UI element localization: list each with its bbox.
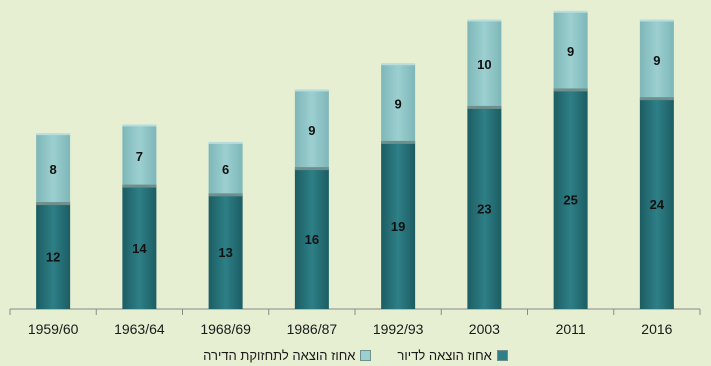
bar-maintenance	[36, 134, 71, 205]
data-label-housing: 12	[46, 250, 60, 265]
data-label-housing: 25	[563, 193, 577, 208]
legend-item-maintenance: אחוז הוצאה לתחזוקת הדירה	[203, 347, 372, 363]
legend-swatch-maintenance	[360, 349, 372, 361]
x-tick-label: 1968/69	[200, 321, 251, 337]
bar-maintenance	[208, 142, 243, 196]
x-tick-label: 1959/60	[28, 321, 79, 337]
bar-top-cap	[122, 124, 157, 127]
bar-housing	[36, 204, 71, 309]
data-label-maintenance: 9	[308, 123, 315, 138]
bar-segment-separator	[467, 105, 502, 109]
bar-housing	[208, 195, 243, 309]
data-label-housing: 13	[218, 245, 232, 260]
bar-top-cap	[381, 63, 416, 66]
bar-segment-separator	[208, 193, 243, 197]
x-tick-label: 2011	[556, 321, 586, 337]
bar-segment-separator	[294, 167, 329, 171]
data-label-housing: 16	[305, 232, 319, 247]
bar-housing	[122, 186, 157, 309]
data-label-maintenance: 9	[653, 53, 660, 68]
data-label-maintenance: 7	[136, 149, 143, 164]
x-tick-label: 2016	[641, 321, 672, 337]
bar-top-cap	[36, 133, 71, 136]
legend-label-housing: אחוז הוצאה לדיור	[397, 347, 492, 363]
bar-top-cap	[467, 19, 502, 22]
data-label-maintenance: 8	[50, 162, 57, 177]
bar-segment-separator	[122, 184, 157, 188]
bar-housing	[294, 169, 329, 309]
bar-housing	[381, 142, 416, 309]
bar-maintenance	[122, 125, 157, 187]
bar-maintenance	[381, 64, 416, 143]
data-label-maintenance: 10	[477, 57, 491, 72]
x-tick-label: 2003	[469, 321, 500, 337]
bar-segment-separator	[553, 88, 588, 92]
bar-maintenance	[467, 20, 502, 108]
bar-maintenance	[553, 11, 588, 91]
data-label-housing: 14	[132, 241, 147, 256]
legend-label-maintenance: אחוז הוצאה לתחזוקת הדירה	[203, 347, 356, 363]
bar-top-cap	[294, 89, 329, 92]
x-tick-label: 1992/93	[373, 321, 424, 337]
bar-housing	[467, 107, 502, 310]
bar-housing	[553, 90, 588, 309]
legend-swatch-housing	[496, 349, 508, 361]
x-tick-label: 1963/64	[114, 321, 165, 337]
x-tick-label: 1986/87	[287, 321, 338, 337]
data-label-housing: 24	[650, 197, 665, 212]
bar-segment-separator	[639, 97, 674, 101]
bar-top-cap	[208, 141, 243, 144]
bar-maintenance	[294, 90, 329, 170]
bar-top-cap	[553, 10, 588, 13]
bar-segment-separator	[381, 140, 416, 144]
bar-top-cap	[639, 19, 674, 22]
bar-housing	[639, 99, 674, 310]
data-label-maintenance: 9	[567, 44, 574, 59]
data-label-housing: 23	[477, 201, 491, 216]
data-label-maintenance: 6	[222, 162, 229, 177]
data-label-maintenance: 9	[395, 97, 402, 112]
data-label-housing: 19	[391, 219, 405, 234]
legend-item-housing: אחוז הוצאה לדיור	[397, 347, 508, 363]
bar-segment-separator	[36, 202, 71, 206]
bar-maintenance	[639, 20, 674, 100]
stacked-bar-chart: 12 8 1959/60 14 7 1963/64 13 6 1968/69 16 9 1986/87…	[9, 10, 701, 337]
legend: אחוז הוצאה לדיור אחוז הוצאה לתחזוקת הדיר…	[0, 345, 711, 365]
